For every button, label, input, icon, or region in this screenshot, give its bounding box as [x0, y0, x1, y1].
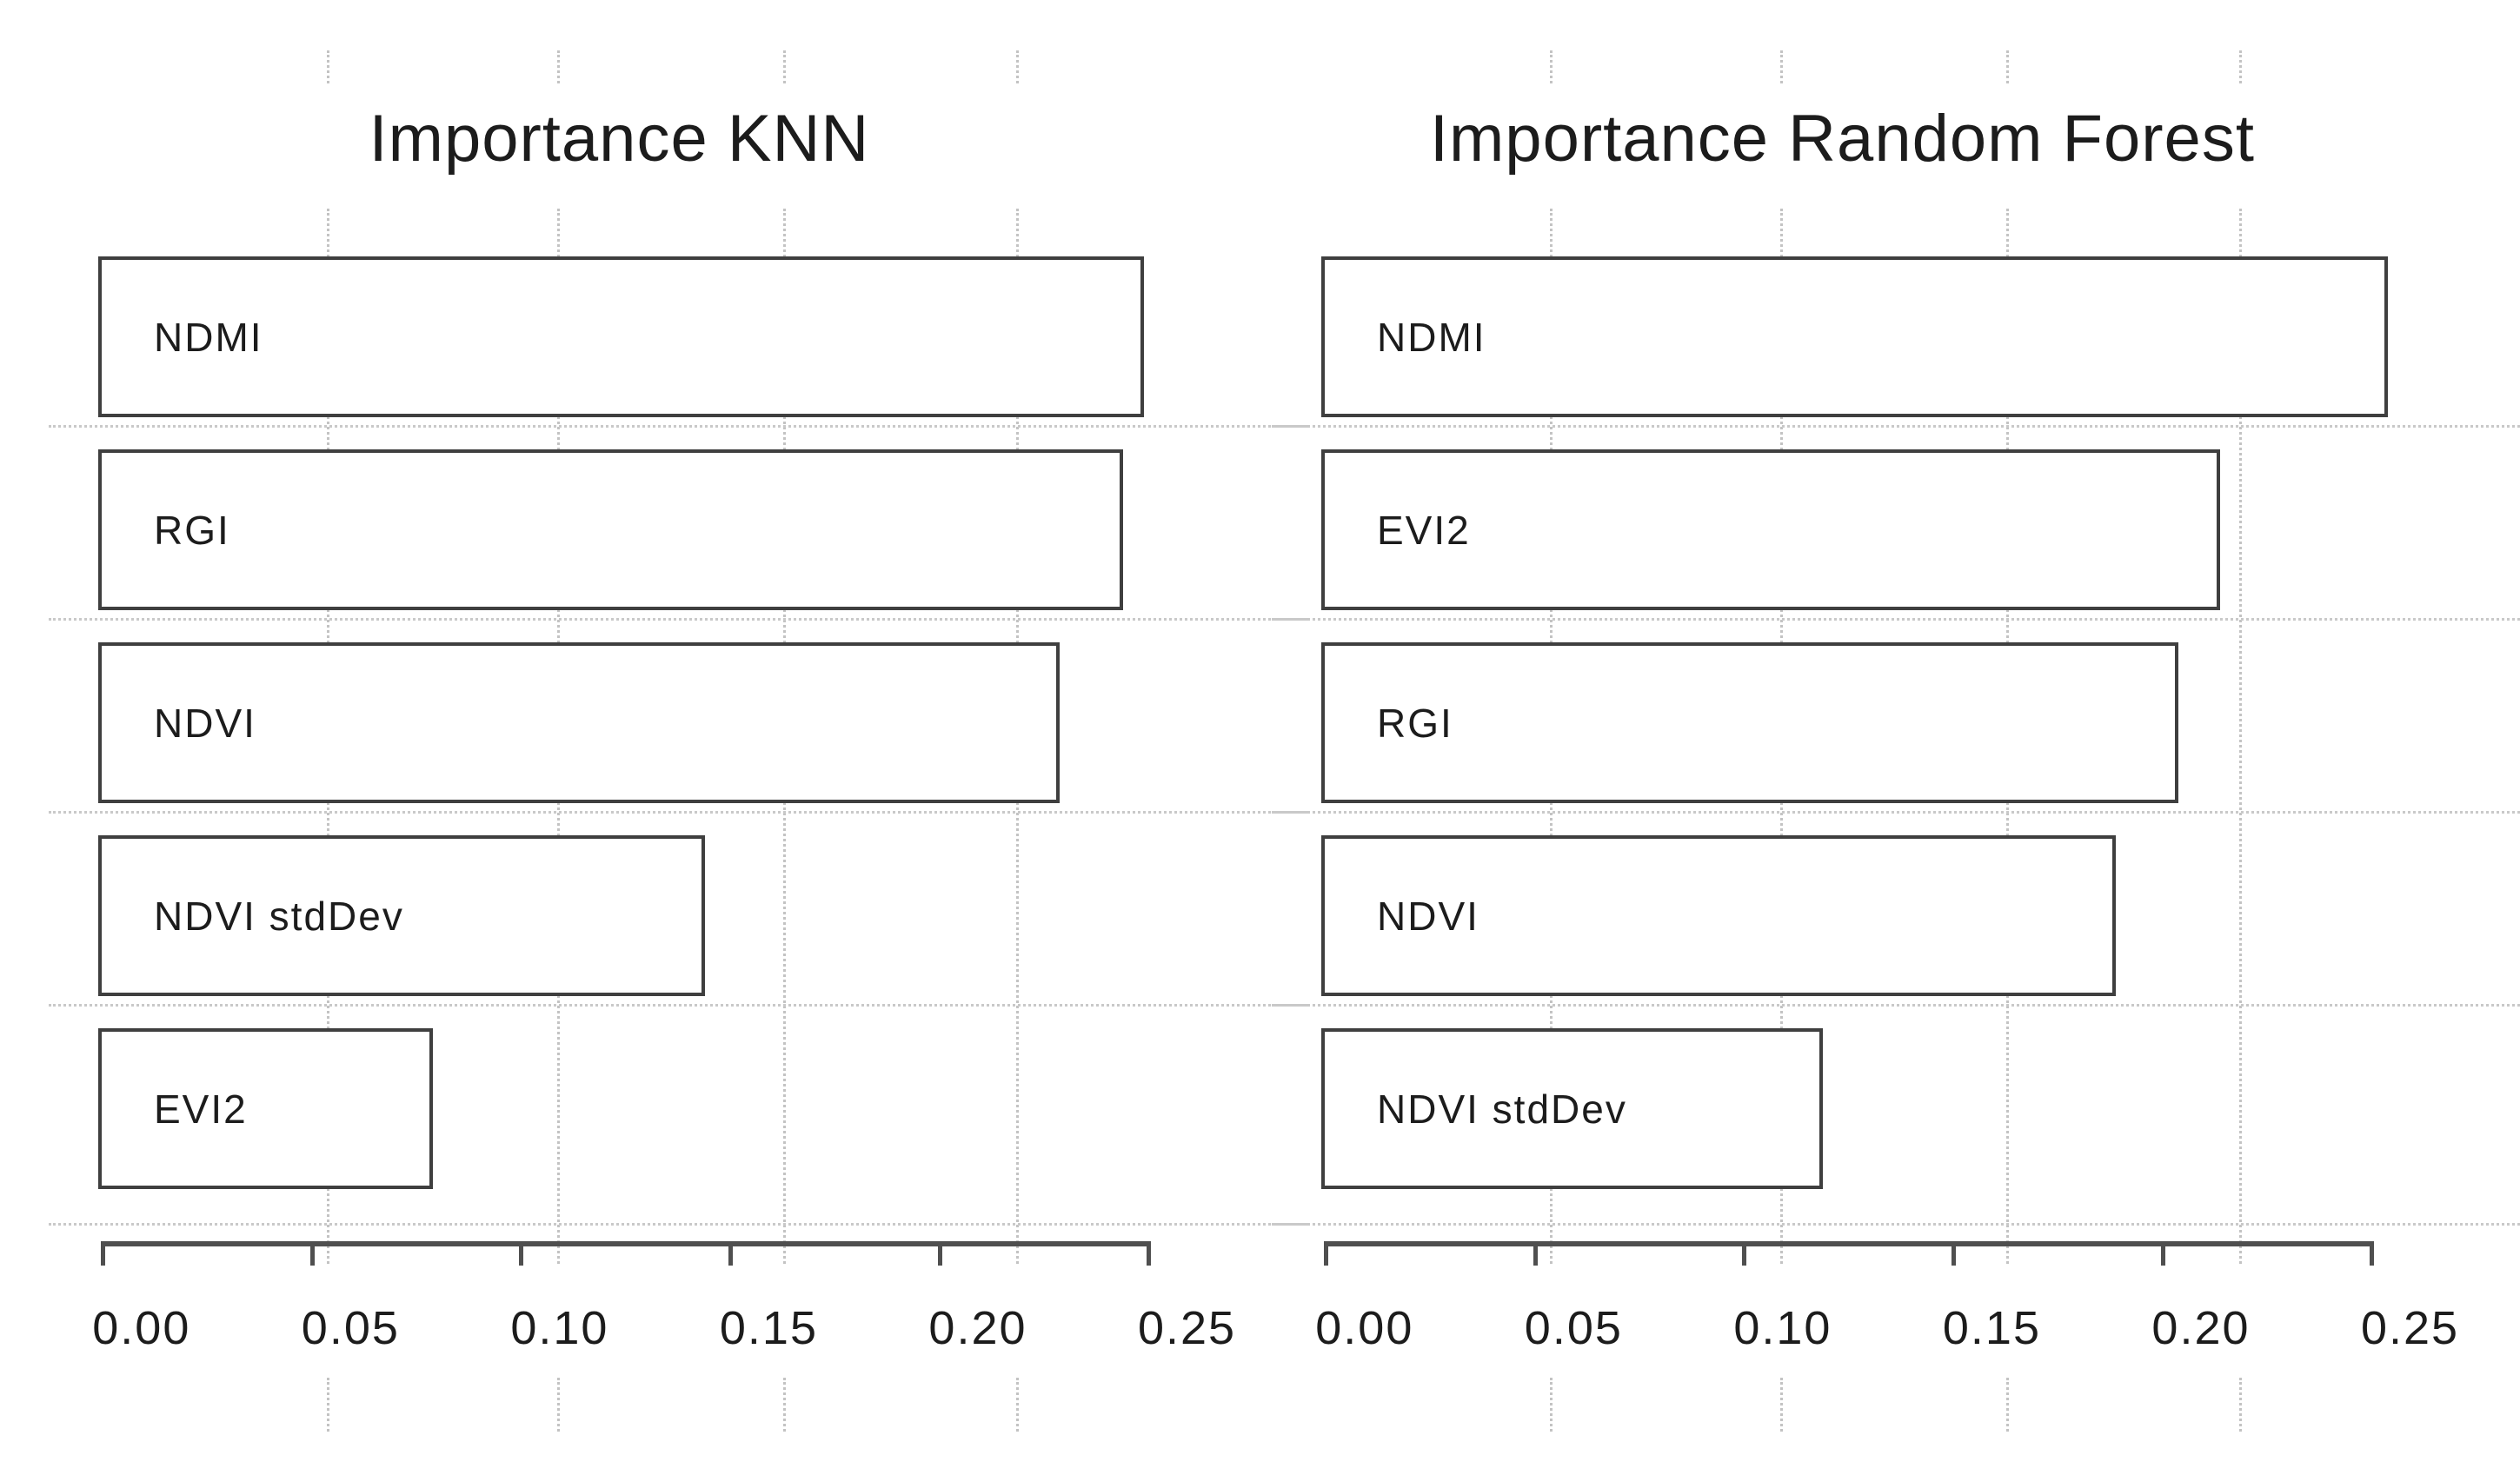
bar-layer: NDMI RGI NDVI NDVI stdDev EVI2 [98, 0, 1269, 1462]
axis-tick [519, 1241, 524, 1266]
axis-tick-label: 0.25 [2360, 1302, 2460, 1354]
vertical-gridline [557, 1378, 561, 1432]
bar: RGI [98, 449, 1123, 610]
axis-tick [309, 1241, 315, 1266]
axis-tick-label: 0.20 [2151, 1302, 2251, 1354]
axis-tick-label: 0.00 [92, 1302, 191, 1354]
bar: NDVI stdDev [1321, 1028, 1824, 1189]
axis-tick [1533, 1241, 1538, 1266]
separator-layer [1272, 0, 2520, 1462]
bar-label: EVI2 [154, 1086, 248, 1132]
axis-tick [1742, 1241, 1747, 1266]
axis-tick [1147, 1241, 1152, 1266]
axis-tick-label: 0.15 [719, 1302, 818, 1354]
bar-layer: NDMI EVI2 RGI NDVI NDVI stdDev [1321, 0, 2492, 1462]
axis-tick [1951, 1241, 1956, 1266]
axis-tick [2160, 1241, 2165, 1266]
vertical-gridline [2239, 50, 2243, 83]
bar: RGI [1321, 642, 2179, 803]
axis-tick-label: 0.10 [510, 1302, 609, 1354]
axis-tick [2370, 1241, 2375, 1266]
chart-title: Importance Random Forest [1429, 102, 2255, 176]
chart-title: Importance KNN [369, 102, 870, 176]
row-separator [1272, 811, 2520, 814]
row-separator [49, 425, 1308, 428]
vertical-gridline [327, 1378, 329, 1432]
axis-tick-label: 0.05 [1524, 1302, 1623, 1354]
bar-label: NDVI [154, 700, 256, 746]
row-separator [1272, 1004, 2520, 1007]
plot-bottom-border [1272, 1223, 2520, 1226]
separator-layer [49, 0, 1308, 1462]
axis-tick-label: 0.20 [928, 1302, 1027, 1354]
vertical-gridline [1016, 1378, 1020, 1432]
axis-tick [728, 1241, 733, 1266]
bar: EVI2 [98, 1028, 433, 1189]
vertical-gridline [1550, 50, 1553, 83]
bar-label: NDVI [1377, 893, 1479, 939]
vertical-gridline [783, 1378, 787, 1432]
vertical-gridline [783, 50, 787, 83]
bar: NDVI [98, 642, 1061, 803]
vertical-gridline [1016, 50, 1020, 83]
axis-tick-label: 0.00 [1315, 1302, 1414, 1354]
x-axis: 0.00 0.05 0.10 0.15 0.20 0.25 [1315, 0, 2492, 1462]
row-separator [1272, 618, 2520, 621]
bar: NDMI [98, 256, 1144, 417]
vertical-gridline [1550, 1378, 1553, 1432]
panel-importance-knn: Importance KNN NDMI RGI NDVI NDVI stdDev EVI… [49, 0, 1308, 1462]
vertical-gridline [2239, 209, 2243, 1264]
row-separator [49, 811, 1308, 814]
panel-importance-random-forest: Importance Random Forest NDMI EVI2 RGI NDVI… [1272, 0, 2520, 1462]
axis-tick-label: 0.05 [301, 1302, 400, 1354]
bar: NDMI [1321, 256, 2388, 417]
bar: EVI2 [1321, 449, 2221, 610]
bar: NDVI [1321, 835, 2117, 996]
x-axis: 0.00 0.05 0.10 0.15 0.20 0.25 [92, 0, 1269, 1462]
bar-label: NDVI stdDev [154, 893, 404, 939]
bar: NDVI stdDev [98, 835, 705, 996]
vertical-gridline [1780, 50, 1784, 83]
axis-tick-label: 0.10 [1733, 1302, 1832, 1354]
axis-tick [1324, 1241, 1329, 1266]
axis-line [103, 1241, 1149, 1246]
row-separator [1272, 425, 2520, 428]
axis-line [1326, 1241, 2372, 1246]
bar-label: EVI2 [1377, 507, 1471, 553]
bar-label: RGI [154, 507, 230, 553]
vertical-gridline [2239, 1378, 2243, 1432]
bar-label: RGI [1377, 700, 1453, 746]
vertical-gridline [557, 50, 561, 83]
vertical-gridline [2006, 1378, 2010, 1432]
axis-tick-label: 0.25 [1137, 1302, 1237, 1354]
bar-label: NDVI stdDev [1377, 1086, 1627, 1132]
vertical-gridline [2006, 50, 2010, 83]
axis-tick [101, 1241, 106, 1266]
vertical-gridline [1780, 1378, 1784, 1432]
row-separator [49, 618, 1308, 621]
vertical-gridline [327, 50, 329, 83]
row-separator [49, 1004, 1308, 1007]
axis-tick-label: 0.15 [1942, 1302, 2041, 1354]
bar-label: NDMI [154, 314, 263, 360]
bar-label: NDMI [1377, 314, 1486, 360]
plot-bottom-border [49, 1223, 1308, 1226]
axis-tick [937, 1241, 942, 1266]
